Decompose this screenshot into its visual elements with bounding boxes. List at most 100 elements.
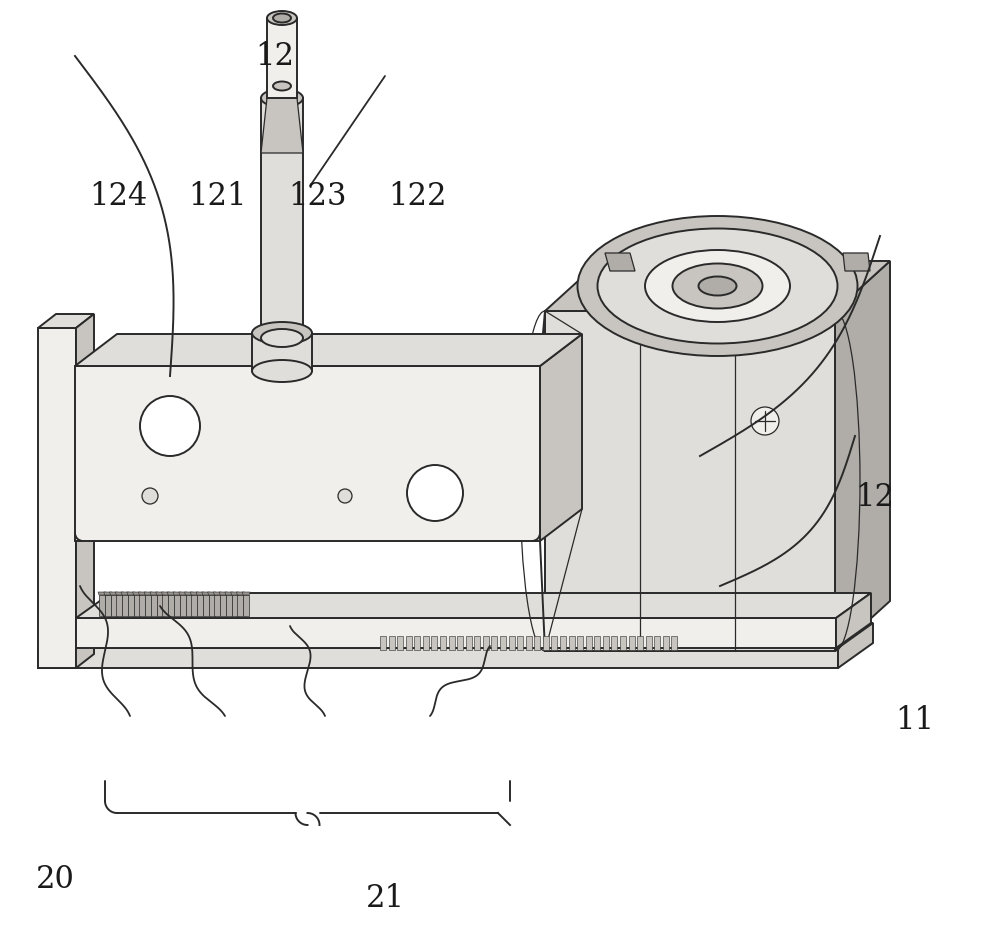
Polygon shape xyxy=(208,592,216,595)
Circle shape xyxy=(407,465,463,521)
Polygon shape xyxy=(232,595,238,616)
Polygon shape xyxy=(110,592,118,595)
Polygon shape xyxy=(162,595,168,616)
Polygon shape xyxy=(209,595,215,616)
Ellipse shape xyxy=(252,322,312,344)
Polygon shape xyxy=(75,334,582,366)
Ellipse shape xyxy=(645,250,790,322)
Polygon shape xyxy=(115,592,123,595)
Text: 21: 21 xyxy=(366,883,404,914)
Ellipse shape xyxy=(598,228,838,344)
Polygon shape xyxy=(156,592,164,595)
Polygon shape xyxy=(76,618,836,648)
Polygon shape xyxy=(243,595,249,616)
Polygon shape xyxy=(127,592,135,595)
Polygon shape xyxy=(267,18,297,98)
Polygon shape xyxy=(179,592,187,595)
Polygon shape xyxy=(38,314,94,328)
Polygon shape xyxy=(186,595,192,616)
Polygon shape xyxy=(174,595,180,616)
Text: 122: 122 xyxy=(389,181,447,212)
Circle shape xyxy=(338,489,352,503)
Polygon shape xyxy=(138,592,146,595)
Polygon shape xyxy=(190,592,198,595)
Polygon shape xyxy=(225,592,233,595)
Polygon shape xyxy=(620,636,626,650)
Polygon shape xyxy=(646,636,652,650)
Text: 124: 124 xyxy=(89,181,147,212)
Polygon shape xyxy=(440,636,446,650)
Polygon shape xyxy=(237,595,243,616)
Polygon shape xyxy=(483,636,489,650)
Polygon shape xyxy=(104,592,112,595)
Polygon shape xyxy=(75,366,540,541)
Polygon shape xyxy=(168,595,174,616)
Ellipse shape xyxy=(698,276,736,296)
Polygon shape xyxy=(466,636,472,650)
Polygon shape xyxy=(202,592,210,595)
Ellipse shape xyxy=(672,264,763,309)
Polygon shape xyxy=(605,253,635,271)
Polygon shape xyxy=(843,253,870,271)
Text: 12: 12 xyxy=(256,40,294,72)
Polygon shape xyxy=(397,636,403,650)
Text: 11: 11 xyxy=(896,705,934,737)
Polygon shape xyxy=(629,636,635,650)
Polygon shape xyxy=(214,595,220,616)
Polygon shape xyxy=(38,648,838,668)
Polygon shape xyxy=(654,636,660,650)
Polygon shape xyxy=(133,592,141,595)
Circle shape xyxy=(751,407,779,435)
Polygon shape xyxy=(185,592,193,595)
Polygon shape xyxy=(121,592,129,595)
Text: 121: 121 xyxy=(189,181,247,212)
Polygon shape xyxy=(534,636,540,650)
Polygon shape xyxy=(491,636,497,650)
Polygon shape xyxy=(220,595,226,616)
Polygon shape xyxy=(261,98,303,338)
Polygon shape xyxy=(551,636,557,650)
Polygon shape xyxy=(191,595,197,616)
Polygon shape xyxy=(145,595,151,616)
Polygon shape xyxy=(457,636,463,650)
Polygon shape xyxy=(180,595,186,616)
Polygon shape xyxy=(242,592,250,595)
Text: 12: 12 xyxy=(856,482,895,514)
Ellipse shape xyxy=(273,81,291,91)
Polygon shape xyxy=(213,592,221,595)
Polygon shape xyxy=(603,636,609,650)
Polygon shape xyxy=(219,592,227,595)
Ellipse shape xyxy=(261,329,303,347)
Polygon shape xyxy=(423,636,429,650)
Polygon shape xyxy=(543,636,549,650)
Polygon shape xyxy=(663,636,669,650)
Ellipse shape xyxy=(252,360,312,382)
Polygon shape xyxy=(236,592,244,595)
Polygon shape xyxy=(151,595,157,616)
Polygon shape xyxy=(134,595,140,616)
Polygon shape xyxy=(231,592,239,595)
Ellipse shape xyxy=(267,11,297,25)
Polygon shape xyxy=(76,314,94,668)
Ellipse shape xyxy=(267,79,297,94)
Polygon shape xyxy=(98,592,106,595)
Polygon shape xyxy=(389,636,395,650)
Polygon shape xyxy=(161,592,169,595)
Ellipse shape xyxy=(273,13,291,22)
Polygon shape xyxy=(203,595,209,616)
Polygon shape xyxy=(139,595,145,616)
Polygon shape xyxy=(173,592,181,595)
Polygon shape xyxy=(105,595,111,616)
Polygon shape xyxy=(406,636,412,650)
Polygon shape xyxy=(196,592,204,595)
Polygon shape xyxy=(835,261,890,651)
Polygon shape xyxy=(431,636,437,650)
Text: 20: 20 xyxy=(36,864,74,896)
Polygon shape xyxy=(261,98,303,153)
Polygon shape xyxy=(144,592,152,595)
Polygon shape xyxy=(128,595,134,616)
Polygon shape xyxy=(150,592,158,595)
Polygon shape xyxy=(226,595,232,616)
Polygon shape xyxy=(586,636,592,650)
Polygon shape xyxy=(560,636,566,650)
